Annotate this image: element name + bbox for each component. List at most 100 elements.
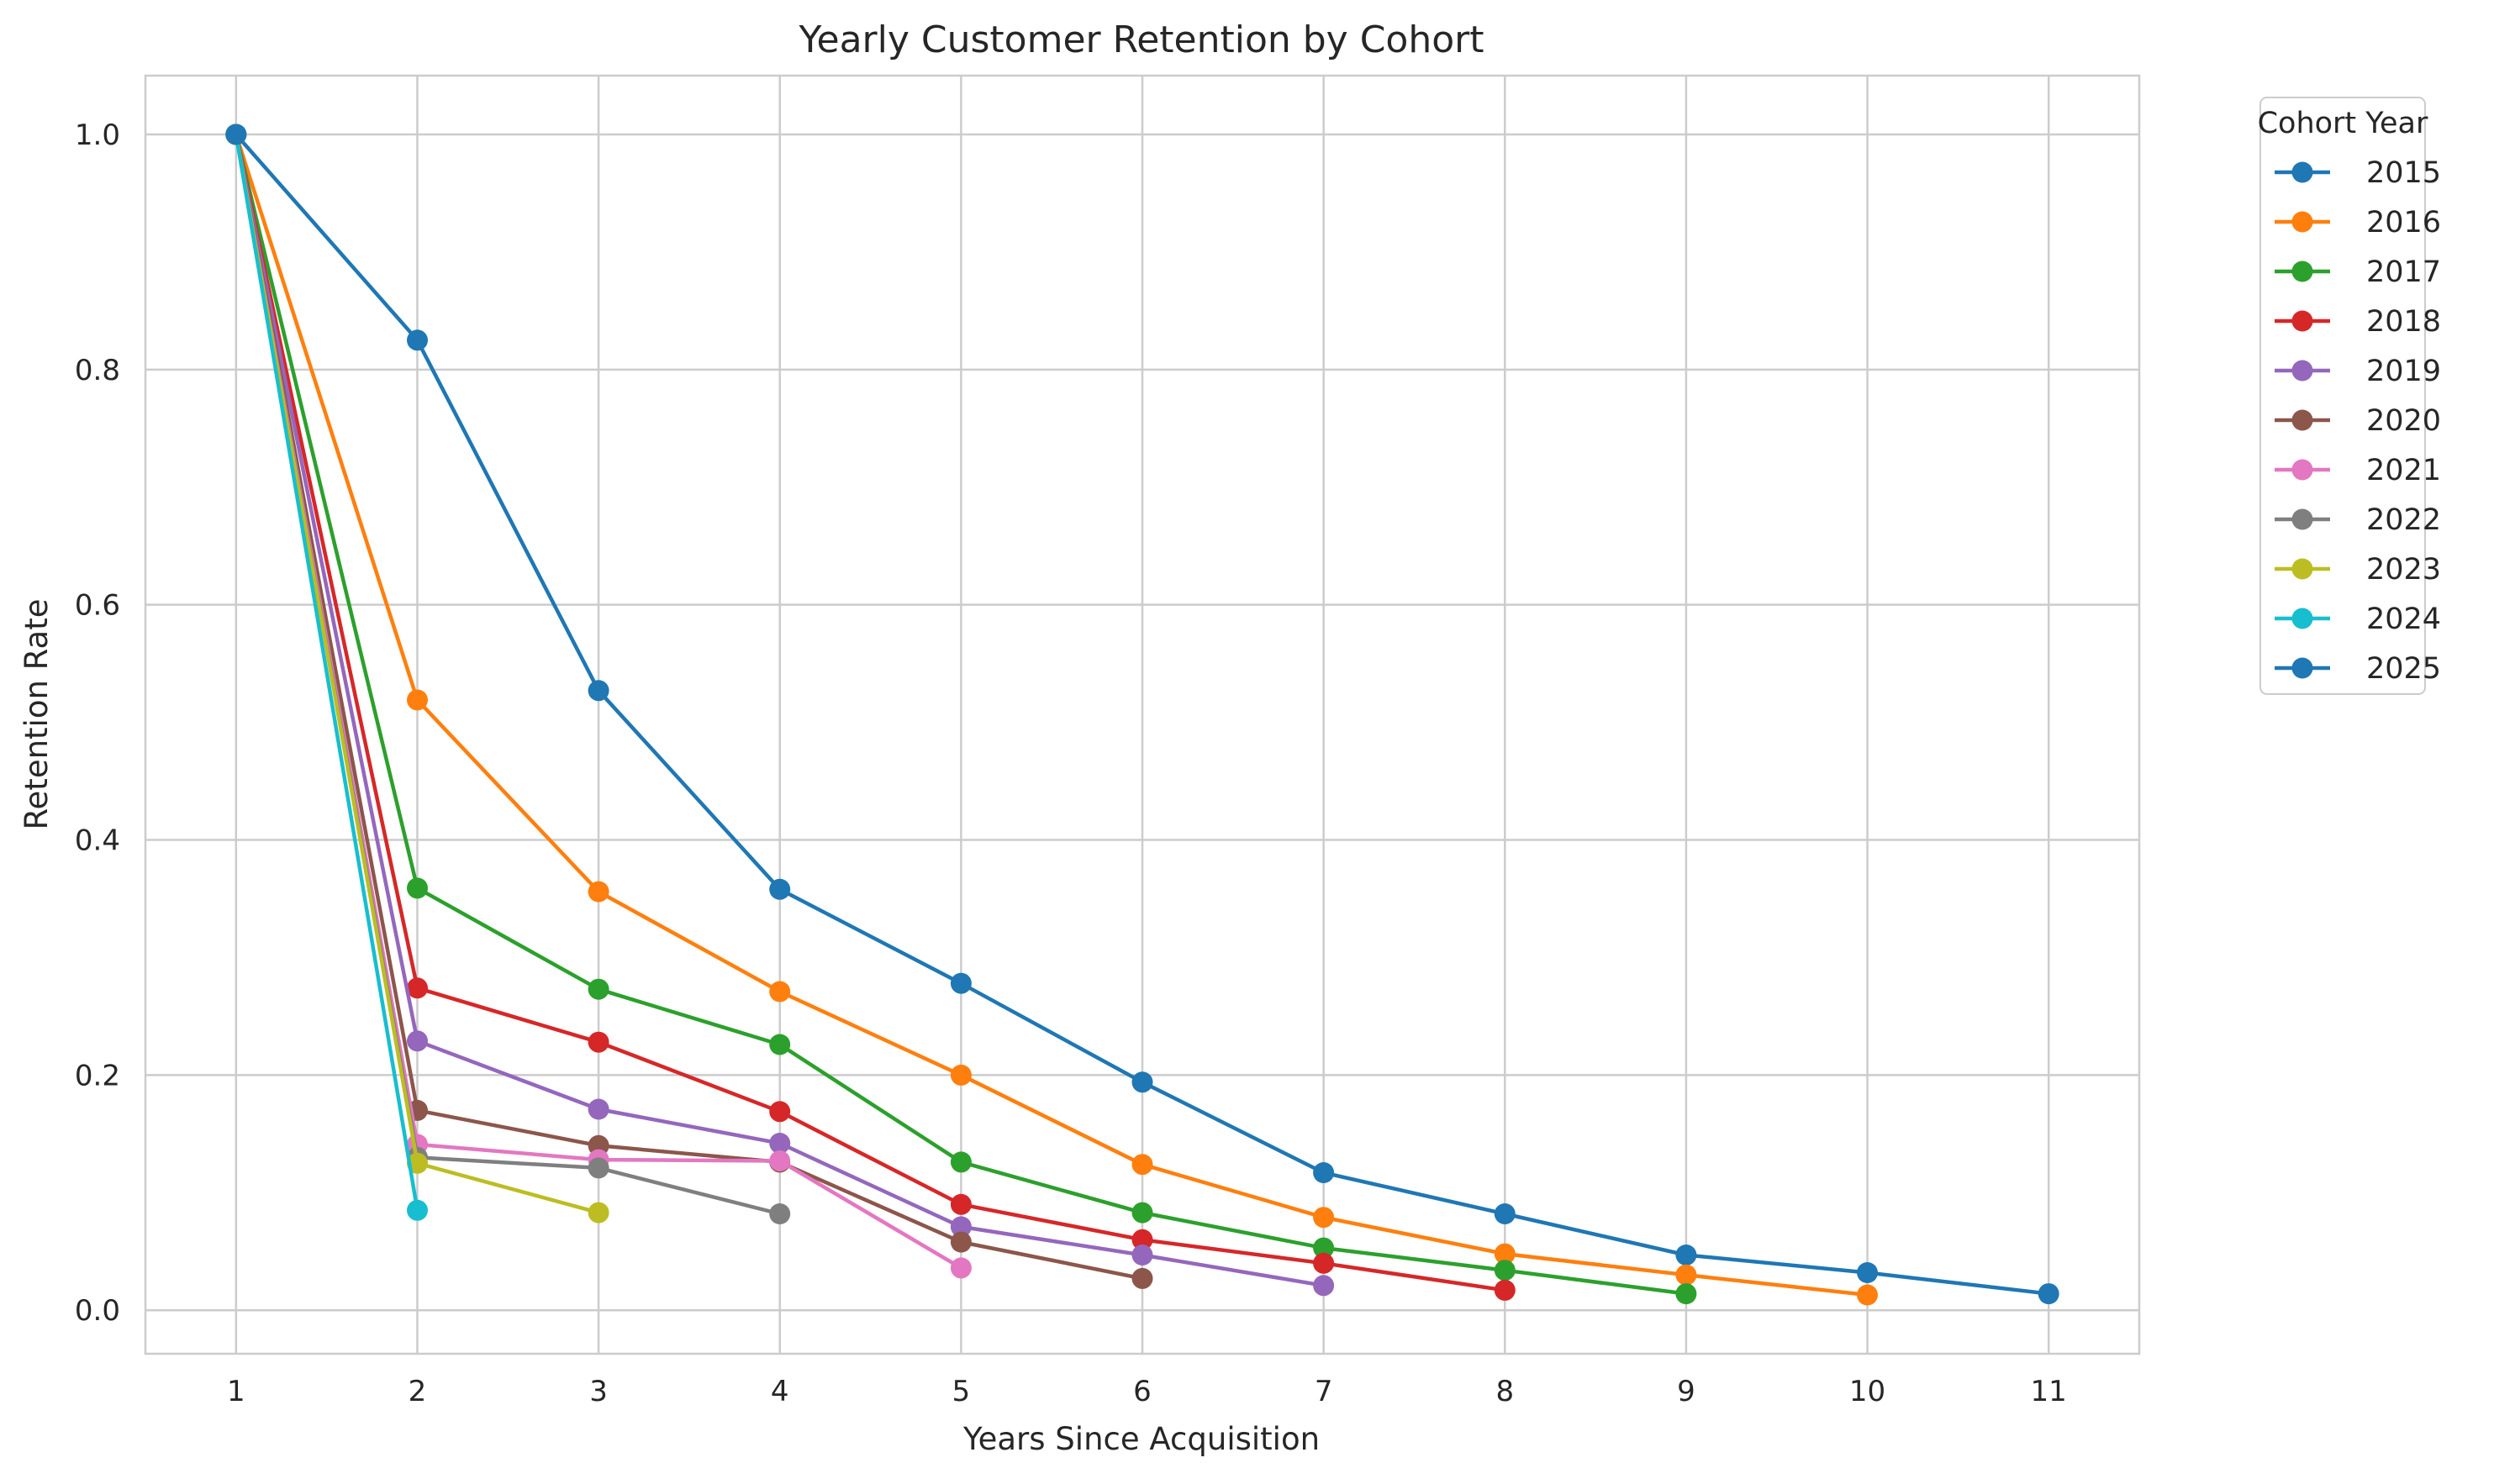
legend-swatch-marker bbox=[2291, 459, 2313, 481]
legend-label: 2018 bbox=[2366, 305, 2441, 339]
legend-label: 2024 bbox=[2366, 603, 2441, 636]
legend: Cohort Year 2015 2016 2017 2018 2019 2020 2021… bbox=[2258, 97, 2441, 695]
data-point bbox=[588, 1098, 609, 1120]
legend-item-2020: 2020 bbox=[2275, 404, 2441, 438]
x-tick-label: 10 bbox=[1849, 1375, 1885, 1408]
data-point bbox=[1313, 1275, 1335, 1297]
legend-item-2016: 2016 bbox=[2275, 206, 2441, 239]
legend-label: 2015 bbox=[2366, 156, 2441, 190]
legend-swatch-marker bbox=[2291, 310, 2313, 332]
y-tick-label: 0.8 bbox=[75, 354, 120, 387]
x-tick-label: 2 bbox=[409, 1375, 427, 1408]
x-tick-label: 11 bbox=[2031, 1375, 2067, 1408]
legend-label: 2019 bbox=[2366, 355, 2441, 388]
x-tick-label: 9 bbox=[1677, 1375, 1695, 1408]
data-point bbox=[1313, 1237, 1335, 1259]
data-point bbox=[769, 1133, 791, 1154]
legend-swatch-marker bbox=[2291, 211, 2313, 233]
data-point bbox=[225, 124, 247, 145]
legend-label: 2020 bbox=[2366, 404, 2441, 438]
series-2025 bbox=[225, 124, 247, 145]
legend-item-2023: 2023 bbox=[2275, 553, 2441, 587]
data-point bbox=[588, 1031, 609, 1053]
data-point bbox=[1494, 1279, 1516, 1301]
legend-label: 2022 bbox=[2366, 503, 2441, 537]
data-point bbox=[1494, 1260, 1516, 1281]
series-2015 bbox=[225, 124, 2059, 1305]
y-tick-label: 0.0 bbox=[75, 1294, 120, 1328]
x-tick-label: 3 bbox=[589, 1375, 608, 1408]
legend-item-2019: 2019 bbox=[2275, 355, 2441, 388]
legend-swatch-marker bbox=[2291, 409, 2313, 431]
legend-label: 2021 bbox=[2366, 454, 2441, 487]
data-point bbox=[1313, 1207, 1335, 1229]
data-point bbox=[1313, 1252, 1335, 1274]
legend-item-2015: 2015 bbox=[2275, 156, 2441, 190]
legend-swatch-marker bbox=[2291, 508, 2313, 530]
legend-swatch-marker bbox=[2291, 360, 2313, 382]
data-point bbox=[588, 680, 609, 702]
data-point bbox=[1131, 1267, 1153, 1289]
legend-label: 2016 bbox=[2366, 206, 2441, 239]
data-point bbox=[769, 1101, 791, 1123]
legend-label: 2025 bbox=[2366, 652, 2441, 686]
legend-items: 2015 2016 2017 2018 2019 2020 2021 2022 2023 2024… bbox=[2275, 156, 2441, 686]
data-point bbox=[588, 1157, 609, 1179]
data-point bbox=[1131, 1154, 1153, 1176]
data-point bbox=[2038, 1283, 2059, 1305]
data-point bbox=[1675, 1264, 1697, 1286]
data-point bbox=[769, 1150, 791, 1171]
data-point bbox=[407, 877, 428, 899]
legend-label: 2017 bbox=[2366, 255, 2441, 289]
legend-box bbox=[2259, 97, 2426, 695]
legend-item-2022: 2022 bbox=[2275, 503, 2441, 537]
data-point bbox=[588, 978, 609, 1000]
data-point bbox=[1131, 1071, 1153, 1093]
data-point bbox=[1131, 1202, 1153, 1224]
data-point bbox=[1131, 1245, 1153, 1266]
data-point bbox=[407, 1199, 428, 1221]
y-axis-label: Retention Rate bbox=[18, 598, 55, 829]
legend-swatch-marker bbox=[2291, 260, 2313, 282]
y-tick-label: 1.0 bbox=[75, 118, 120, 152]
legend-item-2018: 2018 bbox=[2275, 305, 2441, 339]
plot-area-frame bbox=[144, 74, 2141, 1355]
data-point bbox=[1494, 1243, 1516, 1265]
legend-item-2021: 2021 bbox=[2275, 454, 2441, 487]
data-point bbox=[1675, 1283, 1697, 1305]
data-point bbox=[1857, 1262, 1878, 1283]
x-tick-label: 4 bbox=[771, 1375, 789, 1408]
data-point bbox=[769, 1203, 791, 1224]
data-point bbox=[1313, 1162, 1335, 1183]
legend-title: Cohort Year bbox=[2258, 107, 2428, 140]
y-tick-label: 0.6 bbox=[75, 589, 120, 623]
data-point bbox=[407, 977, 428, 999]
data-point bbox=[407, 689, 428, 711]
data-point bbox=[950, 972, 972, 994]
legend-swatch-marker bbox=[2291, 161, 2313, 183]
x-tick-label: 1 bbox=[227, 1375, 245, 1408]
data-point bbox=[407, 1030, 428, 1052]
data-point bbox=[1131, 1229, 1153, 1250]
legend-item-2025: 2025 bbox=[2275, 652, 2441, 686]
legend-swatch-marker bbox=[2291, 657, 2313, 679]
data-point bbox=[950, 1231, 972, 1253]
x-tick-label: 6 bbox=[1133, 1375, 1152, 1408]
series-line-2024 bbox=[234, 132, 419, 1213]
data-point bbox=[950, 1151, 972, 1173]
x-tick-label: 7 bbox=[1315, 1375, 1333, 1408]
x-tick-label: 5 bbox=[952, 1375, 971, 1408]
series-lines bbox=[225, 124, 2059, 1306]
x-axis-label: Years Since Acquisition bbox=[962, 1421, 1320, 1457]
series-line-2020 bbox=[234, 132, 1145, 1281]
series-2017 bbox=[225, 124, 1697, 1305]
legend-swatch-marker bbox=[2291, 558, 2313, 580]
legend-item-2017: 2017 bbox=[2275, 255, 2441, 289]
y-tick-label: 0.4 bbox=[75, 824, 120, 858]
tick-labels: 1 2 3 4 5 6 7 8 9 10 11 0.0 0.2 0.4 0.6 0.8 1.0 bbox=[75, 118, 2067, 1408]
data-point bbox=[769, 981, 791, 1002]
data-point bbox=[1857, 1284, 1878, 1306]
data-point bbox=[769, 878, 791, 900]
